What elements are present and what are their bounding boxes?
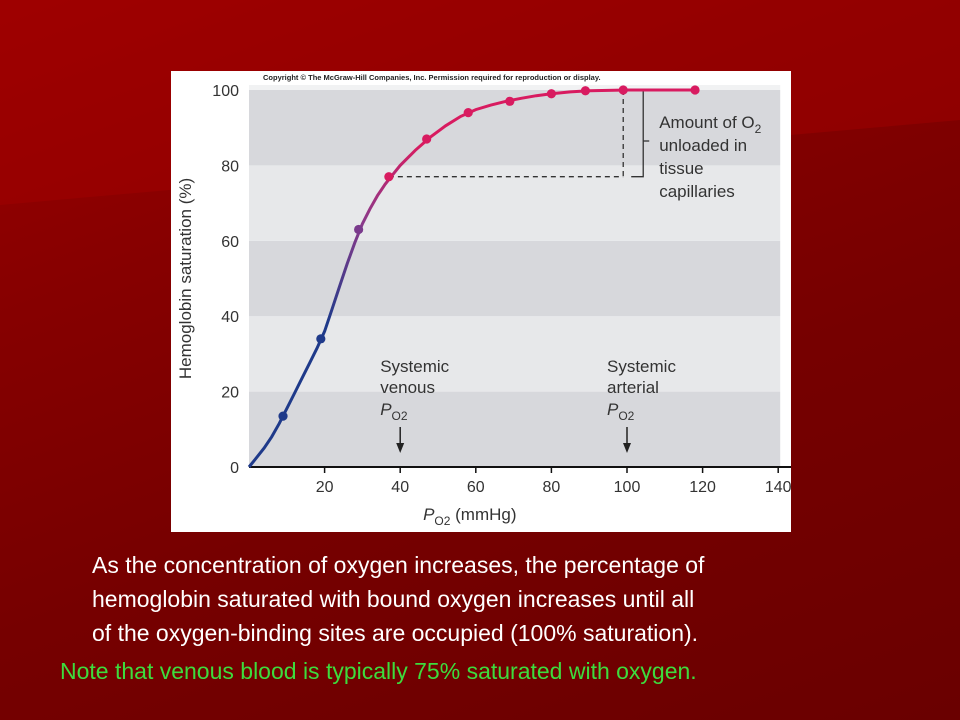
venous-arrow-head	[396, 443, 405, 453]
arterial-arrow-head	[623, 443, 631, 453]
x-tick-label: 100	[614, 479, 641, 496]
x-axis-label-subscript: O2	[434, 514, 450, 528]
data-point	[316, 334, 326, 344]
grid-band	[249, 240, 781, 317]
data-point	[384, 172, 394, 182]
data-point	[546, 89, 556, 99]
arterial-po2-subscript: O2	[618, 409, 634, 423]
grid-bands	[249, 85, 781, 467]
grid-band	[249, 85, 781, 90]
data-point	[278, 411, 288, 421]
x-tick-label: 80	[543, 479, 561, 496]
x-tick-label: 120	[689, 479, 716, 496]
venous-label-line-2: venous	[380, 378, 435, 397]
unloaded-label-line-1: Amount of O2	[659, 113, 761, 136]
data-point	[463, 108, 473, 118]
x-tick-label: 40	[391, 479, 409, 496]
x-axis-label-unit: (mmHg)	[450, 505, 516, 524]
y-tick-label: 80	[221, 158, 239, 175]
unloaded-label-line: unloaded in	[659, 136, 747, 155]
data-point	[618, 85, 628, 95]
unloaded-label-line: capillaries	[659, 182, 735, 201]
data-point	[505, 96, 515, 106]
x-tick-label: 20	[316, 479, 334, 496]
chart-panel: Copyright © The McGraw-Hill Companies, I…	[171, 71, 791, 532]
y-tick-label: 20	[221, 385, 239, 402]
grid-band	[249, 90, 781, 166]
copyright-notice: Copyright © The McGraw-Hill Companies, I…	[263, 73, 601, 82]
y-tick-label: 60	[221, 234, 239, 251]
caption-text: As the concentration of oxygen increases…	[92, 548, 892, 650]
y-tick-label: 40	[221, 309, 239, 326]
x-tick-label: 60	[467, 479, 485, 496]
caption-line-2: hemoglobin saturated with bound oxygen i…	[92, 586, 695, 612]
x-tick-label: 140	[765, 479, 791, 496]
unloaded-label-line: tissue	[659, 159, 703, 178]
unloaded-label-subscript: 2	[755, 122, 762, 136]
x-axis-label: PO2 (mmHg)	[423, 505, 516, 528]
y-tick-label: 100	[212, 83, 239, 100]
grid-band	[249, 165, 781, 241]
oxygen-dissociation-chart: Copyright © The McGraw-Hill Companies, I…	[176, 73, 791, 528]
axis-labels: Hemoglobin saturation (%) PO2 (mmHg)	[176, 178, 517, 528]
venous-label-line-1: Systemic	[380, 357, 449, 376]
axes	[249, 466, 791, 473]
venous-note: Note that venous blood is typically 75% …	[60, 658, 697, 684]
data-point	[354, 224, 364, 235]
arterial-label-line-2: arterial	[607, 378, 659, 397]
data-point	[422, 134, 432, 144]
grid-band	[249, 316, 781, 392]
tick-labels: 20 40 60 80 100 120 140 0 20 40 60 80 100	[212, 83, 791, 496]
caption-line-1: As the concentration of oxygen increases…	[92, 552, 705, 578]
y-tick-label: 0	[230, 460, 239, 477]
data-point	[580, 86, 591, 96]
arterial-label-line-1: Systemic	[607, 357, 676, 376]
venous-po2-subscript: O2	[392, 409, 408, 423]
caption-line-3: of the oxygen-binding sites are occupied…	[92, 620, 699, 646]
grid-band	[249, 391, 781, 467]
data-point	[690, 85, 700, 95]
y-axis-label: Hemoglobin saturation (%)	[176, 178, 195, 379]
data-points	[278, 85, 700, 421]
